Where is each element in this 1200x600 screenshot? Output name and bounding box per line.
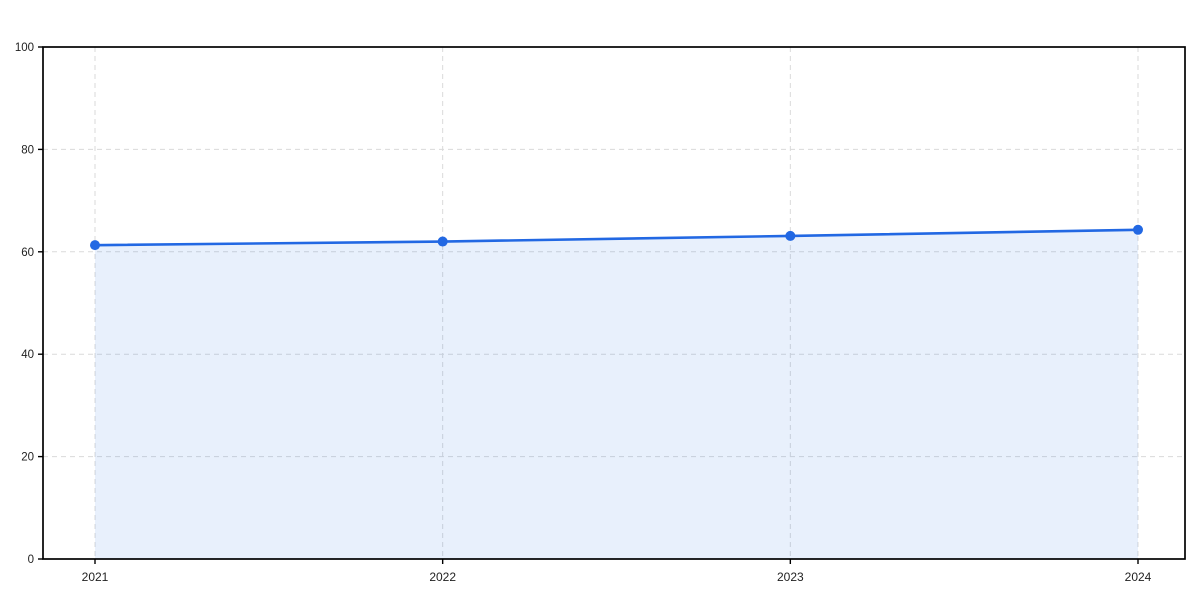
x-tick-label: 2024 — [1125, 570, 1152, 584]
y-tick-label: 100 — [15, 42, 34, 54]
y-tick-label: 40 — [21, 349, 34, 361]
y-tick-label: 20 — [21, 452, 34, 464]
data-point — [90, 240, 100, 251]
y-tick-label: 0 — [28, 554, 34, 566]
x-tick-label: 2021 — [82, 570, 109, 584]
y-tick-label: 80 — [21, 144, 34, 156]
y-tick-label: 60 — [21, 247, 34, 259]
x-tick-label: 2022 — [429, 570, 456, 584]
data-point — [785, 230, 796, 241]
data-point — [1133, 224, 1143, 235]
x-tick-label: 2023 — [777, 570, 804, 584]
data-point — [437, 236, 448, 247]
area-fill — [95, 229, 1138, 559]
trend-line — [93, 228, 1140, 247]
plot-border — [42, 46, 1186, 560]
